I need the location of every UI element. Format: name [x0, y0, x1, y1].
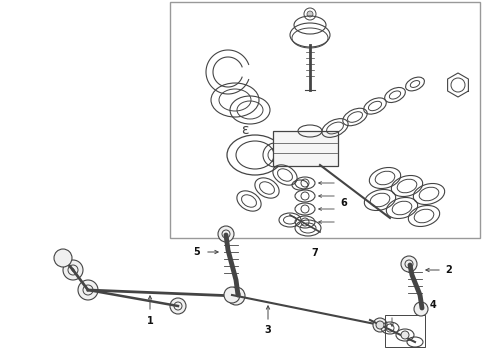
Text: 1: 1 — [147, 316, 153, 326]
Circle shape — [224, 287, 240, 303]
Bar — [273, 131, 338, 166]
Circle shape — [170, 298, 186, 314]
Circle shape — [414, 302, 428, 316]
Text: 4: 4 — [430, 300, 437, 310]
Circle shape — [78, 280, 98, 300]
Circle shape — [401, 256, 417, 272]
Circle shape — [227, 287, 245, 305]
Bar — [170, 2, 480, 238]
Circle shape — [373, 318, 387, 332]
Text: 7: 7 — [312, 248, 318, 258]
Circle shape — [229, 289, 243, 303]
Text: 3: 3 — [265, 325, 271, 335]
Text: 2: 2 — [445, 265, 452, 275]
Circle shape — [218, 226, 234, 242]
Text: 5: 5 — [193, 247, 200, 257]
Text: 6: 6 — [340, 198, 347, 207]
Circle shape — [63, 260, 83, 280]
Circle shape — [307, 11, 313, 17]
Bar — [385, 315, 425, 347]
Text: ε: ε — [241, 123, 249, 137]
Circle shape — [376, 321, 384, 329]
Circle shape — [401, 331, 409, 339]
Circle shape — [54, 249, 72, 267]
